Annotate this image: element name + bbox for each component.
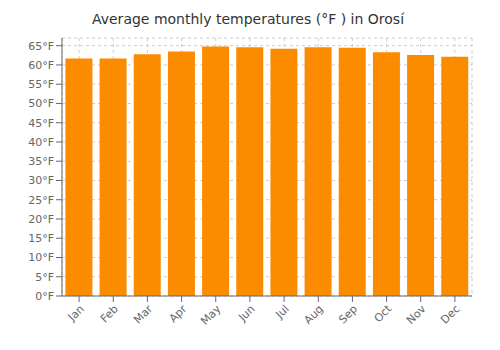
svg-text:Apr: Apr: [167, 302, 190, 325]
svg-text:35°F: 35°F: [28, 155, 54, 168]
svg-text:25°F: 25°F: [28, 194, 54, 207]
svg-text:Nov: Nov: [404, 302, 429, 327]
svg-text:Aug: Aug: [302, 302, 326, 326]
svg-text:65°F: 65°F: [28, 40, 54, 53]
svg-text:Jan: Jan: [65, 302, 87, 324]
svg-text:Jul: Jul: [272, 302, 291, 321]
svg-text:15°F: 15°F: [28, 232, 54, 245]
svg-text:Oct: Oct: [372, 302, 395, 325]
svg-text:Sep: Sep: [336, 302, 360, 326]
svg-text:Mar: Mar: [131, 302, 155, 326]
html-text:Average monthly temperatures (: Average monthly temperatures (°F ) in Or…: [92, 11, 404, 27]
svg-text:0°F: 0°F: [35, 290, 54, 303]
svg-text:60°F: 60°F: [28, 59, 54, 72]
svg-text:30°F: 30°F: [28, 174, 54, 187]
svg-text:10°F: 10°F: [28, 251, 54, 264]
svg-text:Feb: Feb: [98, 302, 121, 325]
svg-text:20°F: 20°F: [28, 213, 54, 226]
svg-text:Dec: Dec: [438, 302, 462, 326]
svg-text:5°F: 5°F: [35, 271, 54, 284]
svg-text:45°F: 45°F: [28, 117, 54, 130]
svg-text:40°F: 40°F: [28, 136, 54, 149]
svg-text:50°F: 50°F: [28, 97, 54, 110]
svg-text:55°F: 55°F: [28, 78, 54, 91]
svg-text:May: May: [198, 302, 224, 328]
svg-text:Jun: Jun: [236, 302, 258, 324]
